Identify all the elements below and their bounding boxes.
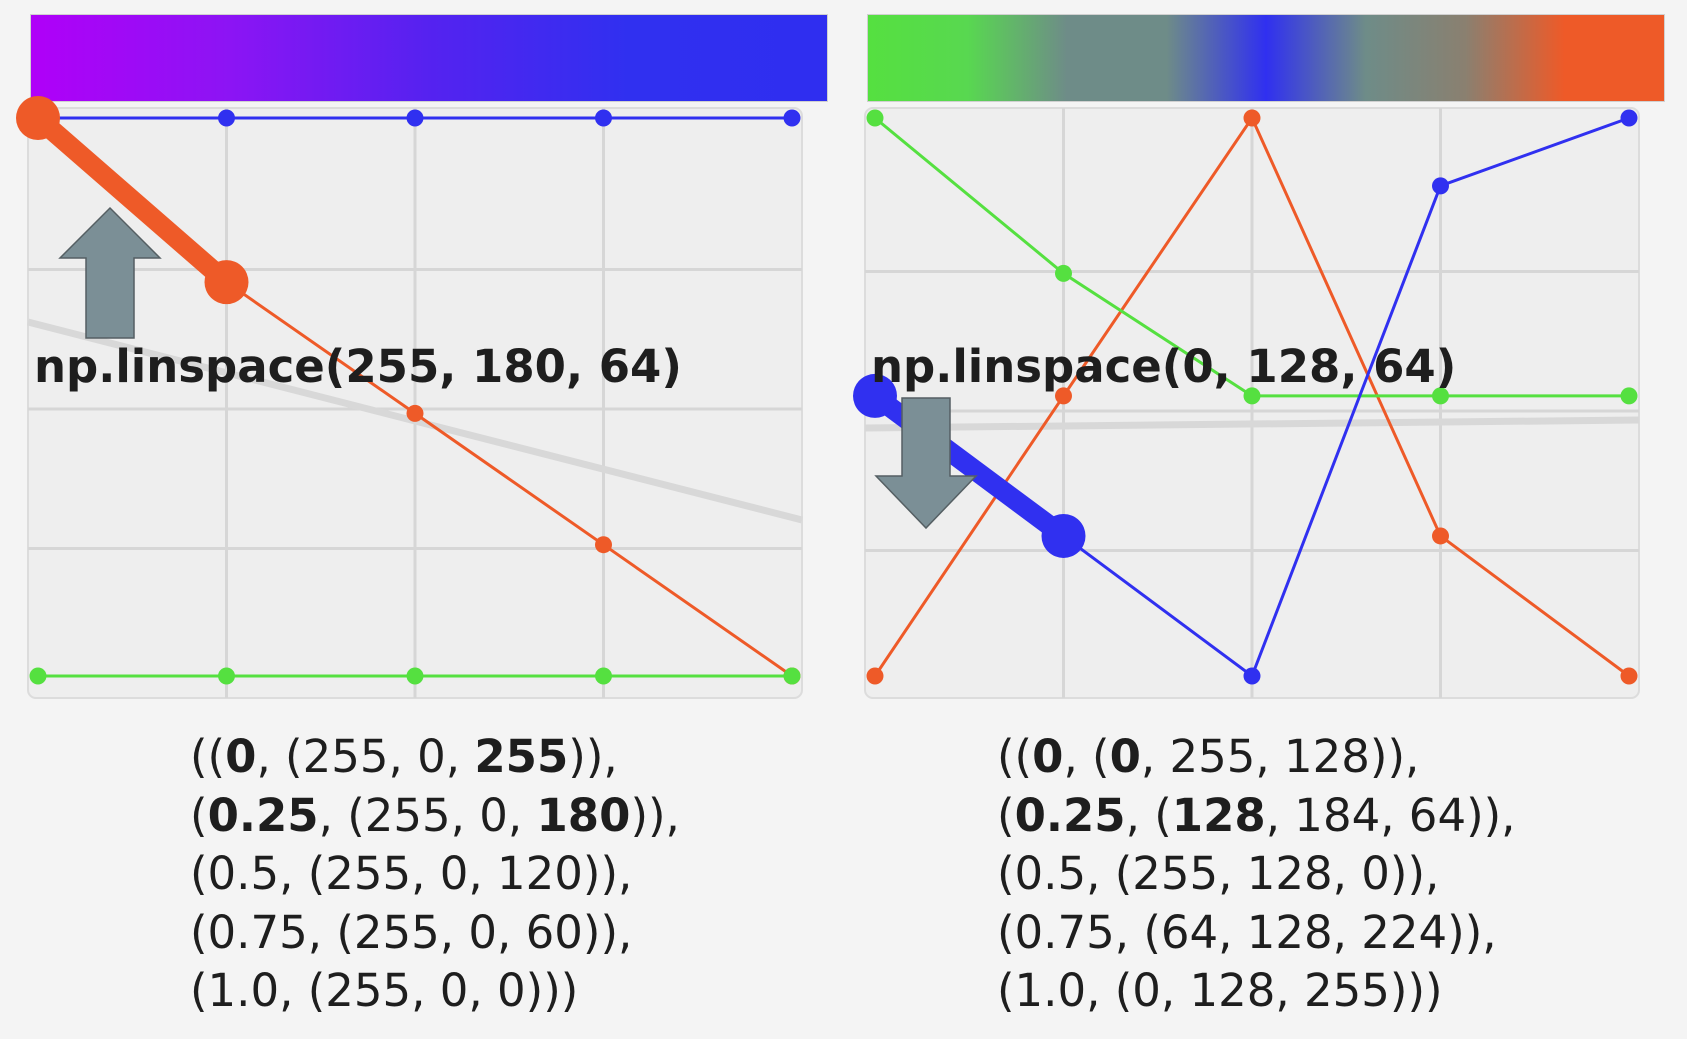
- caption-line: (0.25, (255, 0, 180)),: [190, 787, 680, 846]
- caption-text: )),: [568, 730, 618, 783]
- caption-text: , (255, 0,: [318, 788, 537, 842]
- highlighted-segment-end: [204, 260, 249, 305]
- caption-text: )),: [630, 788, 680, 842]
- caption-line: (1.0, (0, 128, 255))): [997, 962, 1516, 1021]
- line-plot: np.linspace(0, 128, 64): [853, 107, 1640, 699]
- green-channel-point: [595, 667, 612, 685]
- caption-line: (0.5, (255, 128, 0)),: [997, 845, 1516, 904]
- green-channel-point: [1620, 387, 1638, 405]
- caption-line: (0.5, (255, 0, 120)),: [190, 845, 680, 904]
- red-channel-point: [1432, 527, 1449, 545]
- red-channel-point: [595, 536, 612, 554]
- caption-line: (0.75, (64, 128, 224)),: [997, 904, 1516, 963]
- highlighted-segment-end: [1041, 513, 1086, 558]
- highlighted-segment: [28, 108, 237, 293]
- caption-text: (0.5, (255, 0, 120)),: [190, 847, 633, 900]
- green-channel-point: [218, 667, 235, 685]
- caption-text: (0.5, (255, 128, 0)),: [997, 847, 1440, 900]
- caption-bold-value: 0: [225, 730, 257, 783]
- highlighted-segment-start: [16, 96, 60, 140]
- colormap-panel-left: np.linspace(255, 180, 64) ((0, (255, 0, …: [16, 0, 830, 1039]
- caption-text: (0.75, (255, 0, 60)),: [190, 905, 633, 959]
- red-channel-point: [1620, 667, 1638, 685]
- green-channel-point: [29, 667, 47, 685]
- highlighted-segment-start: [853, 373, 897, 418]
- red-channel-point: [406, 404, 424, 422]
- caption-line: (0.75, (255, 0, 60)),: [190, 904, 680, 963]
- linspace-label: np.linspace(0, 128, 64): [871, 340, 1456, 393]
- red-channel-point: [1243, 109, 1261, 127]
- caption-bold-value: 128: [1171, 788, 1266, 842]
- blue-channel-point: [595, 109, 612, 127]
- caption-line: ((0, (0, 255, 128)),: [997, 728, 1516, 787]
- caption-text: , (: [1125, 788, 1172, 842]
- blue-channel-point: [1620, 109, 1638, 127]
- caption-text: (: [997, 788, 1015, 842]
- gradient-bar: [867, 14, 1665, 102]
- down-arrow-icon: [874, 397, 978, 530]
- green-channel-point: [1055, 264, 1072, 282]
- blue-channel-point: [218, 109, 235, 127]
- caption-bold-value: 0.25: [207, 788, 319, 842]
- red-channel-point: [866, 667, 884, 685]
- line-plot: np.linspace(255, 180, 64): [16, 96, 803, 699]
- caption-text: ((: [997, 730, 1033, 783]
- caption-text: (: [190, 788, 208, 842]
- green-channel-point: [1243, 387, 1261, 405]
- caption-text: , 184, 64)),: [1265, 788, 1516, 842]
- caption-text: (1.0, (0, 128, 255))): [997, 964, 1443, 1017]
- caption-bold-value: 180: [536, 788, 631, 842]
- blue-channel-point: [783, 109, 801, 127]
- green-channel-point: [783, 667, 801, 685]
- caption-line: ((0, (255, 0, 255)),: [190, 728, 680, 787]
- red-channel-point: [1055, 387, 1072, 405]
- caption-bold-value: 255: [474, 730, 569, 783]
- caption-bold-value: 0: [1032, 730, 1064, 783]
- up-arrow-icon: [58, 206, 162, 339]
- green-channel-point: [866, 109, 884, 127]
- caption-bold-value: 0.25: [1014, 788, 1126, 842]
- blue-channel-point: [1432, 177, 1449, 195]
- caption-text: , (: [1063, 730, 1110, 783]
- color-stops-caption: ((0, (255, 0, 255)), (0.25, (255, 0, 180)…: [190, 728, 680, 1021]
- green-channel-point: [406, 667, 424, 685]
- linspace-label: np.linspace(255, 180, 64): [34, 340, 682, 393]
- color-stops-caption: ((0, (0, 255, 128)), (0.25, (128, 184, 64…: [997, 728, 1516, 1021]
- caption-text: (1.0, (255, 0, 0))): [190, 964, 579, 1017]
- caption-line: (0.25, (128, 184, 64)),: [997, 787, 1516, 846]
- caption-bold-value: 0: [1109, 730, 1141, 783]
- green-channel-point: [1432, 387, 1449, 405]
- blue-channel-point: [1243, 667, 1261, 685]
- caption-line: (1.0, (255, 0, 0))): [190, 962, 680, 1021]
- colormap-panel-right: np.linspace(0, 128, 64) ((0, (0, 255, 12…: [853, 0, 1667, 1039]
- background-trend-line: [864, 416, 1640, 432]
- caption-text: , (255, 0,: [256, 730, 475, 783]
- caption-text: (0.75, (64, 128, 224)),: [997, 905, 1497, 959]
- caption-text: , 255, 128)),: [1140, 730, 1420, 783]
- caption-text: ((: [190, 730, 226, 783]
- blue-channel-point: [406, 109, 424, 127]
- gradient-bar: [30, 14, 828, 102]
